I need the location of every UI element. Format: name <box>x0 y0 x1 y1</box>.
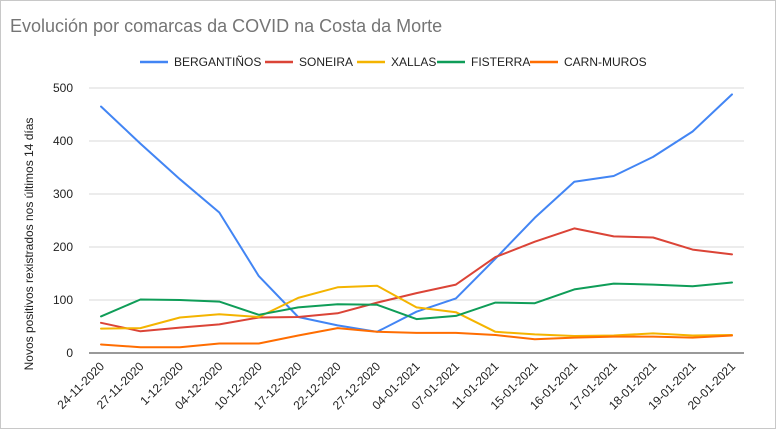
gridlines <box>89 87 744 354</box>
y-tick-label: 500 <box>53 81 73 95</box>
legend-label: CARN-MUROS <box>564 55 647 69</box>
series-line-fisterra <box>100 281 733 321</box>
y-tick-label: 200 <box>53 240 73 254</box>
legend-label: XALLAS <box>391 55 436 69</box>
chart-title: Evolución por comarcas da COVID na Costa… <box>10 16 442 36</box>
y-tick-label: 100 <box>53 293 73 307</box>
series-line-carn-muros <box>100 327 733 349</box>
legend-label: BERGANTIÑOS <box>174 55 261 69</box>
y-tick-label: 0 <box>66 346 73 360</box>
series-lines <box>100 93 733 349</box>
y-tick-label: 300 <box>53 187 73 201</box>
y-axis-ticks: 0 100 200 300 400 500 <box>53 81 73 360</box>
series-line-soneira <box>100 227 733 333</box>
series-line-bergantiños <box>100 93 733 333</box>
y-axis-label: Novos positivos rexistrados nos últimos … <box>22 118 36 371</box>
y-tick-label: 400 <box>53 134 73 148</box>
legend: BERGANTIÑOS SONEIRA XALLAS FISTERRA CARN-MUR… <box>140 55 647 69</box>
x-axis-ticks: 24-11-202027-11-20201-12-202004-12-20201… <box>54 359 738 413</box>
series-line-xallas <box>100 284 733 337</box>
legend-label: FISTERRA <box>471 55 530 69</box>
legend-label: SONEIRA <box>299 55 353 69</box>
